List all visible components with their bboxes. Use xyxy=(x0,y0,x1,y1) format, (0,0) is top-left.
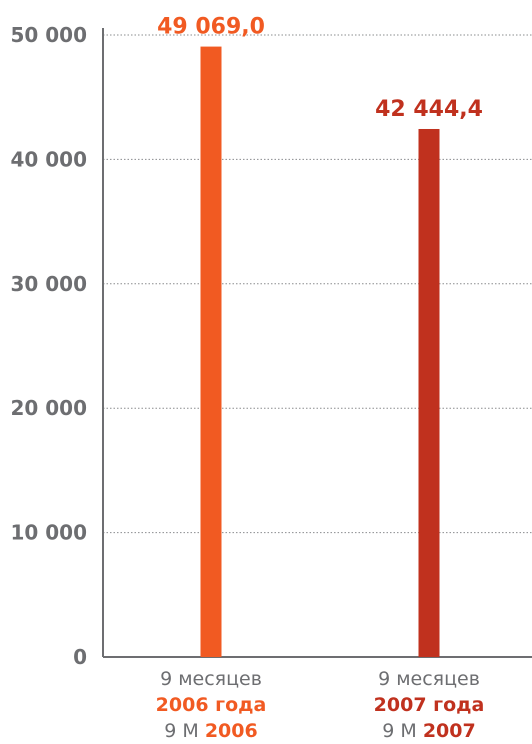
category-label-year: 2006 xyxy=(205,720,258,740)
category-label-line1: 9 месяцев xyxy=(160,668,262,690)
category-label-prefix: 9 М xyxy=(164,720,205,740)
y-tick-label: 0 xyxy=(73,645,87,669)
category-label-line2: 2007 года xyxy=(374,694,485,716)
bar xyxy=(418,128,440,657)
y-tick-label: 10 000 xyxy=(10,521,87,545)
category-label-line3: 9 М 2007 xyxy=(382,720,475,740)
y-tick-label: 30 000 xyxy=(10,272,87,296)
category-label-line2: 2006 года xyxy=(156,694,267,716)
category-label-line3: 9 М 2006 xyxy=(164,720,257,740)
bar-value-label: 42 444,4 xyxy=(375,97,483,122)
y-tick-label: 20 000 xyxy=(10,396,87,420)
bar-value-label: 49 069,0 xyxy=(157,15,265,40)
bar xyxy=(200,46,222,657)
category-label-year: 2007 xyxy=(423,720,476,740)
y-tick-label: 50 000 xyxy=(10,23,87,47)
category-label-line1: 9 месяцев xyxy=(378,668,480,690)
y-tick-label: 40 000 xyxy=(10,147,87,171)
category-label-prefix: 9 М xyxy=(382,720,423,740)
